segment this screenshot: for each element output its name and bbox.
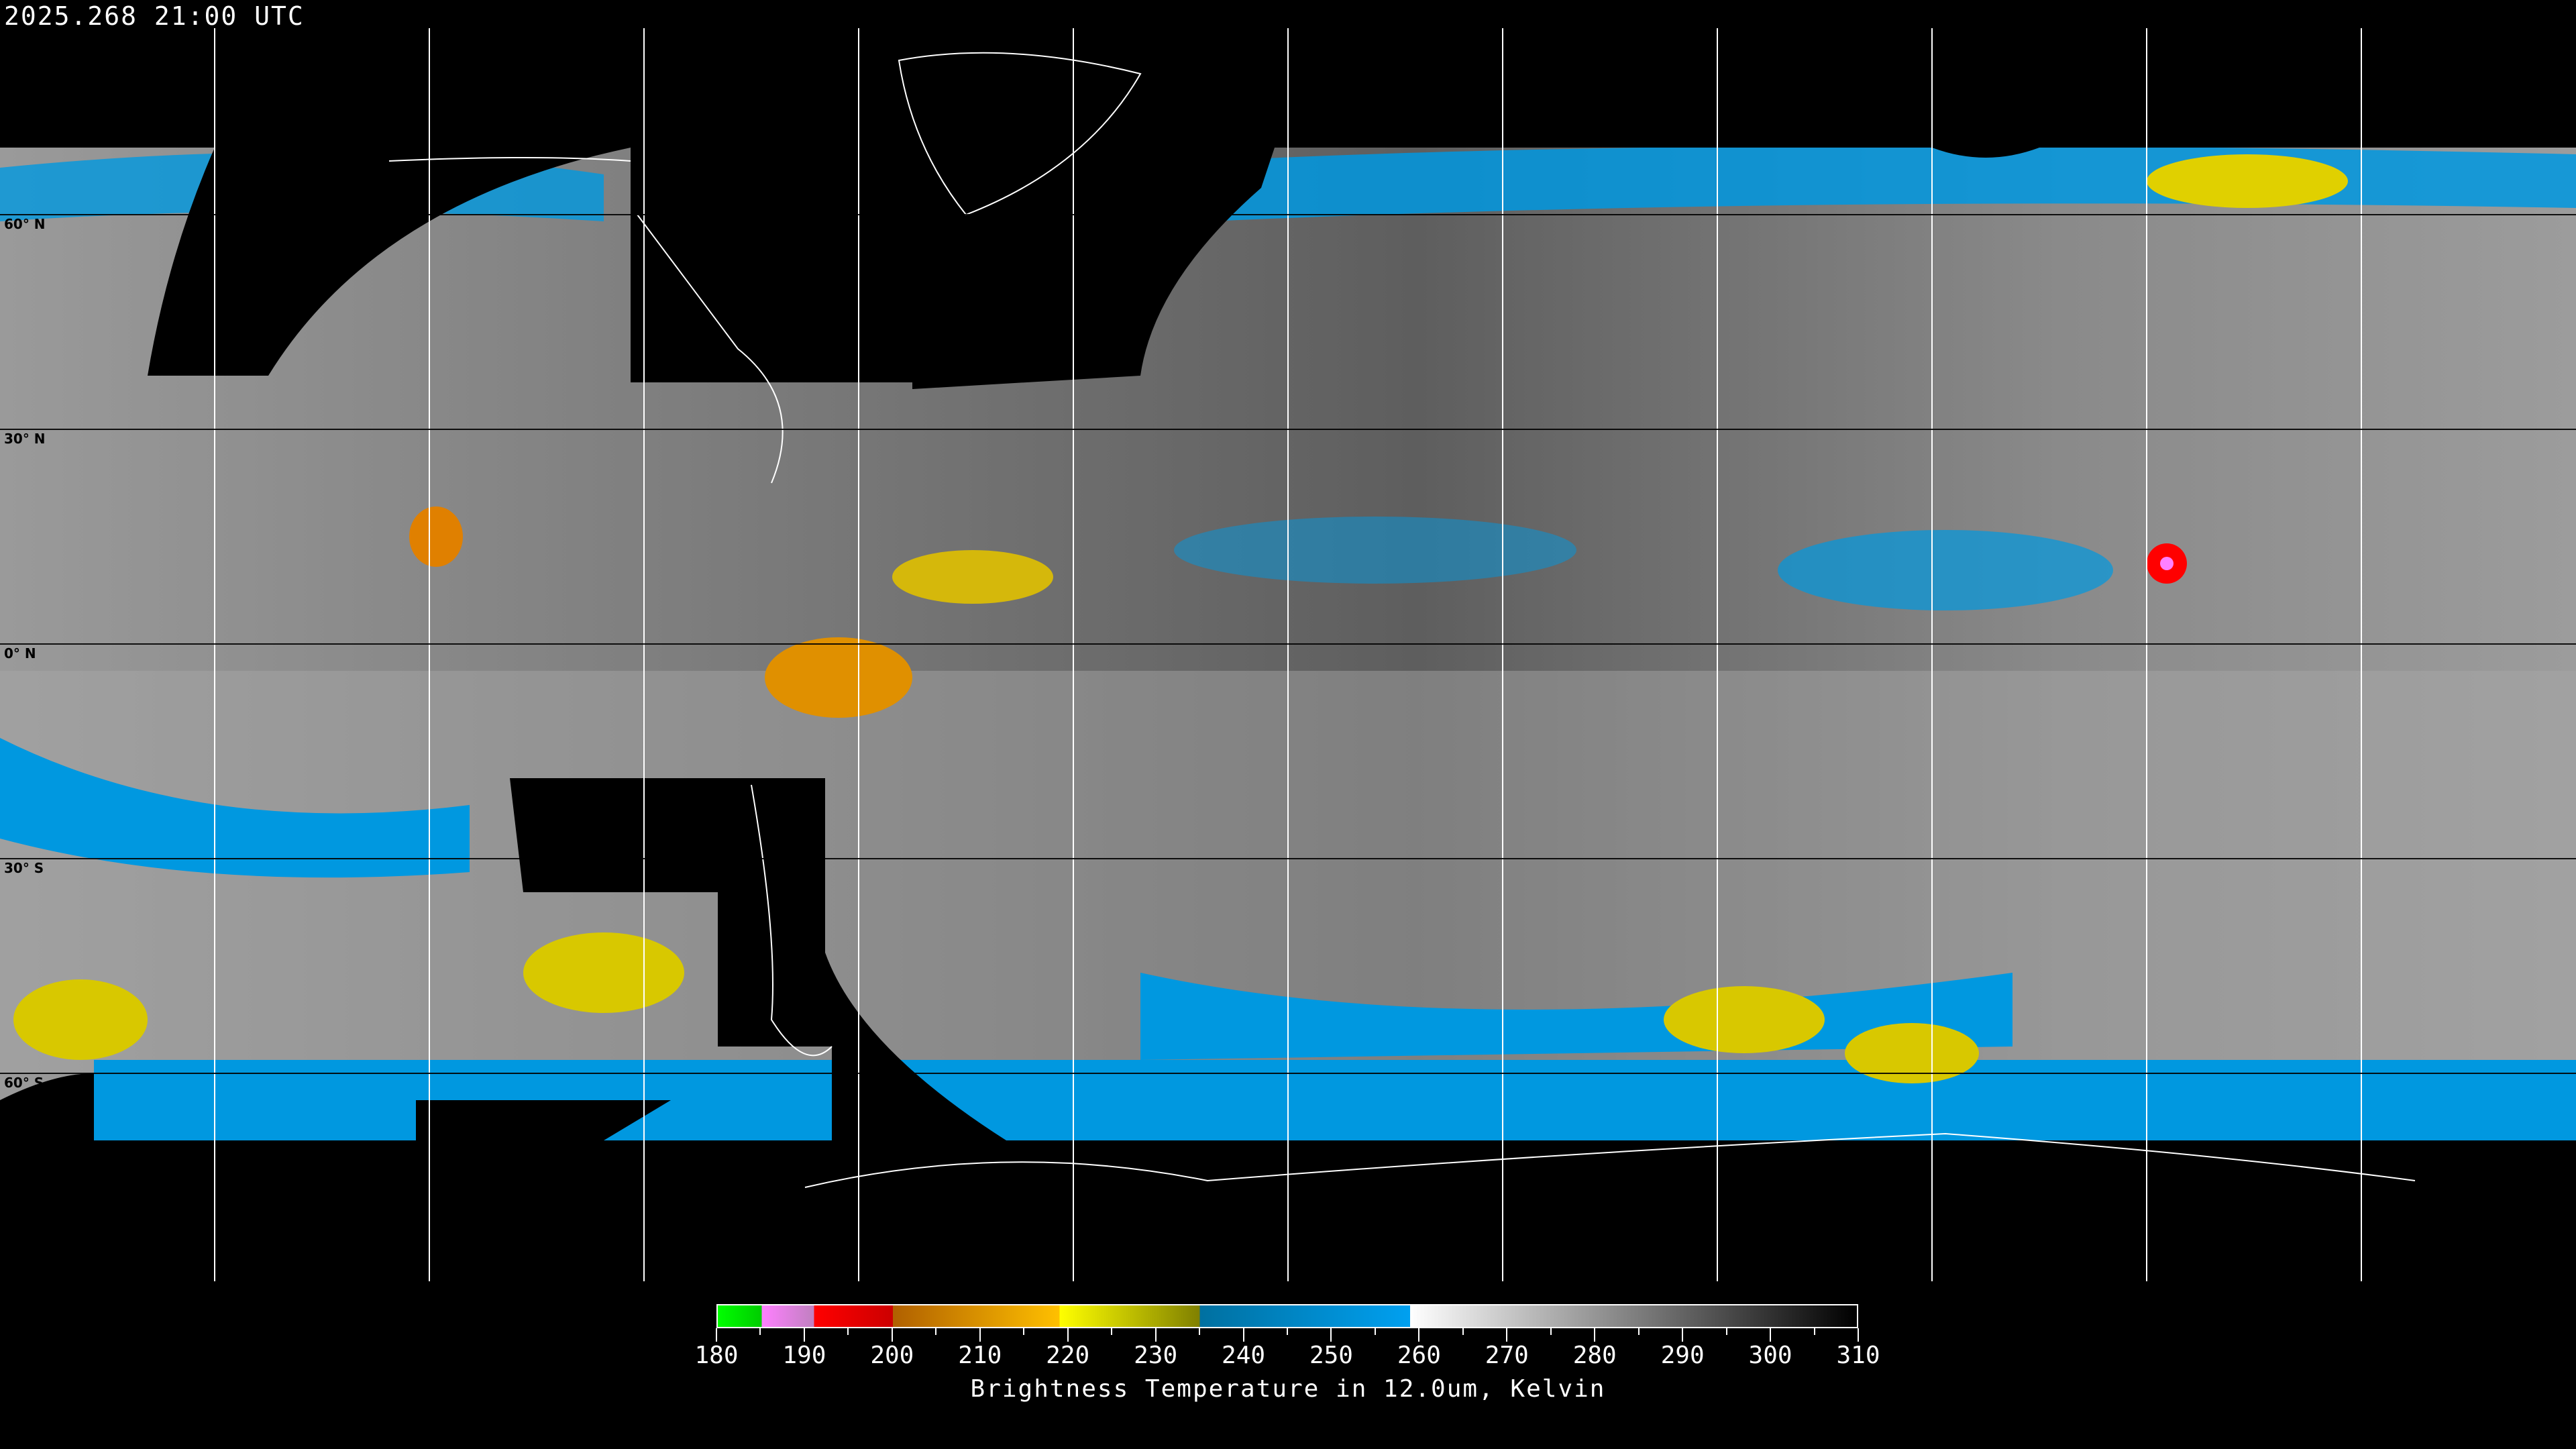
colorbar-tick (803, 1328, 805, 1342)
colorbar-tick-label: 180 (694, 1342, 739, 1369)
colorbar-tick (1858, 1328, 1859, 1342)
colorbar-tick-label: 190 (782, 1342, 826, 1369)
timestamp: 2025.268 21:00 UTC (4, 1, 305, 31)
colorbar-tick (1594, 1328, 1596, 1342)
colorbar-tick (1813, 1328, 1815, 1335)
colorbar-tick (1287, 1328, 1288, 1335)
colorbar-tick (935, 1328, 937, 1335)
colorbar-tick (716, 1328, 717, 1342)
colorbar-tick (891, 1328, 893, 1342)
colorbar-tick (1199, 1328, 1201, 1335)
colorbar (716, 1304, 1858, 1328)
colorbar-tick-label: 220 (1046, 1342, 1090, 1369)
lat-label-30n: 30° N (4, 431, 46, 447)
colorbar-tick (1418, 1328, 1420, 1342)
colorbar-tick (1682, 1328, 1684, 1342)
colorbar-tick (979, 1328, 981, 1342)
colorbar-tick (1506, 1328, 1508, 1342)
colorbar-tick (1725, 1328, 1727, 1335)
colorbar-tick (759, 1328, 761, 1335)
lat-label-30s: 30° S (4, 860, 44, 876)
colorbar-title: Brightness Temperature in 12.0um, Kelvin (970, 1375, 1606, 1403)
colorbar-tick (1330, 1328, 1332, 1342)
satellite-map (0, 28, 2576, 1281)
colorbar-tick-label: 240 (1222, 1342, 1266, 1369)
colorbar-tick-label: 200 (870, 1342, 914, 1369)
colorbar-tick-label: 260 (1397, 1342, 1441, 1369)
lat-label-60n: 60° N (4, 216, 46, 232)
colorbar-tick (1242, 1328, 1244, 1342)
colorbar-tick (1374, 1328, 1376, 1335)
colorbar-tick (847, 1328, 849, 1335)
colorbar-tick (1067, 1328, 1069, 1342)
colorbar-tick (1770, 1328, 1772, 1342)
colorbar-tick-label: 280 (1572, 1342, 1617, 1369)
colorbar-tick-label: 210 (958, 1342, 1002, 1369)
colorbar-tick-label: 300 (1748, 1342, 1792, 1369)
graticule (0, 28, 2576, 1281)
colorbar-tick-label: 290 (1660, 1342, 1705, 1369)
colorbar-tick-label: 310 (1836, 1342, 1880, 1369)
colorbar-tick (1550, 1328, 1552, 1335)
colorbar-tick (1155, 1328, 1157, 1342)
colorbar-ticks (716, 1328, 1859, 1342)
colorbar-tick-label: 230 (1134, 1342, 1178, 1369)
colorbar-tick-label: 250 (1309, 1342, 1353, 1369)
lat-label-60s: 60° S (4, 1075, 44, 1091)
colorbar-tick (1023, 1328, 1025, 1335)
lat-label-0: 0° N (4, 645, 36, 661)
colorbar-tick (1638, 1328, 1640, 1335)
colorbar-tick (1462, 1328, 1464, 1335)
colorbar-tick-label: 270 (1485, 1342, 1529, 1369)
colorbar-tick (1111, 1328, 1113, 1335)
